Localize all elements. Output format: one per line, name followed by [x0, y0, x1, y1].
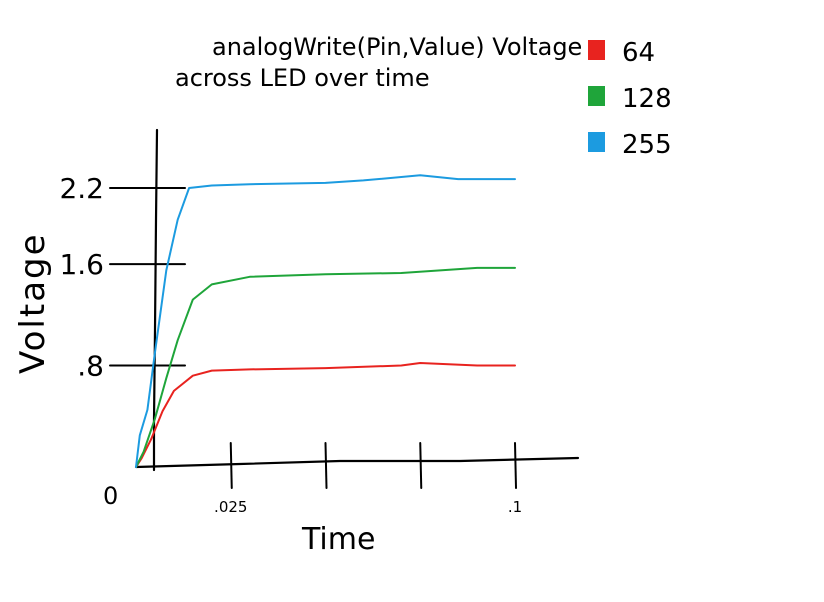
x-tick-label: .025: [214, 498, 247, 516]
legend-label-128: 128: [622, 84, 672, 114]
y-tick-label: 1.6: [59, 248, 104, 281]
x-tick-label: .1: [508, 498, 522, 516]
ticks-layer: .025 .1 .8 1.6 2.2: [59, 172, 522, 516]
legend-swatch-128: [588, 86, 605, 106]
x-tick-mark: [324, 442, 328, 489]
series-line-255: [135, 174, 516, 468]
chart-title-line1: analogWrite(Pin,Value) Voltage: [212, 33, 582, 61]
legend: 64 128 255: [588, 38, 672, 160]
chart-title-line2: across LED over time: [175, 64, 430, 92]
x-axis-label: Time: [301, 522, 375, 557]
y-tick-label: 2.2: [59, 172, 104, 205]
y-axis-line: [152, 128, 159, 472]
x-axis-line: [134, 456, 580, 469]
y-axis-label: Voltage: [13, 232, 53, 374]
legend-label-255: 255: [622, 130, 672, 160]
legend-swatch-64: [588, 40, 605, 60]
series-layer: [135, 174, 516, 468]
legend-label-64: 64: [622, 38, 655, 68]
x-tick-mark: [514, 442, 517, 489]
series-line-128: [135, 266, 516, 468]
y-tick-label: .8: [77, 350, 104, 383]
legend-swatch-255: [588, 132, 605, 152]
origin-label: 0: [103, 482, 118, 510]
series-line-64: [135, 362, 516, 468]
x-tick-mark: [229, 442, 233, 489]
x-tick-mark: [419, 442, 423, 489]
